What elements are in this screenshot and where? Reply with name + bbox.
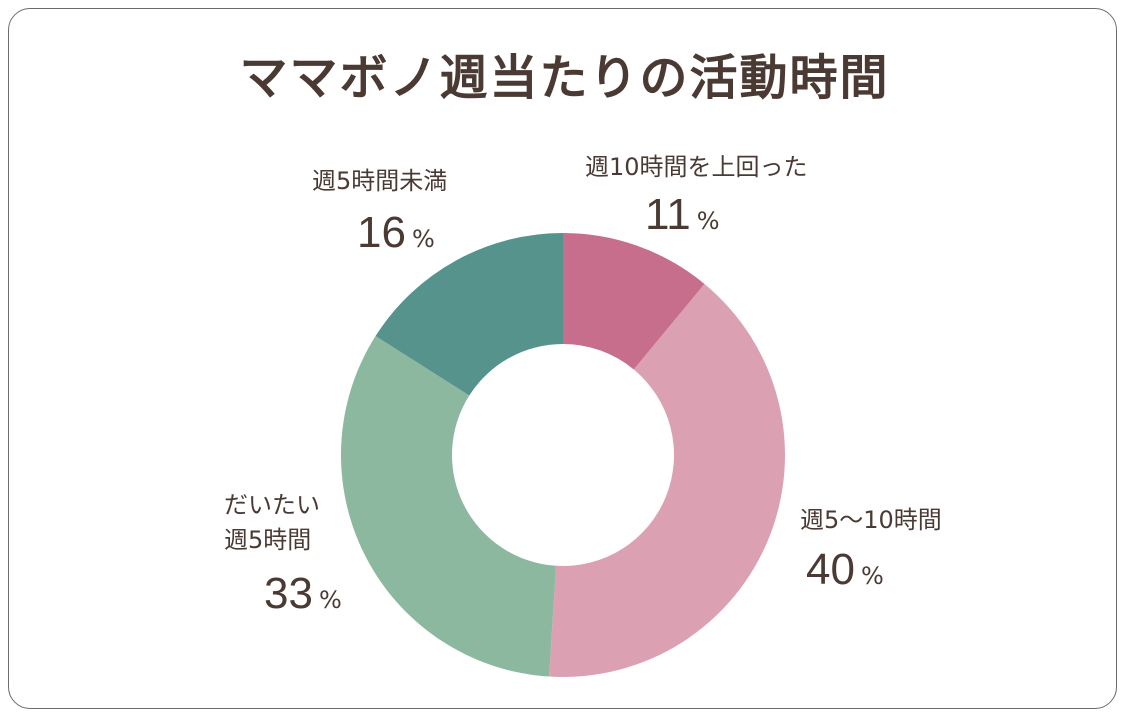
slice-over-10h [563,233,705,370]
percent-unit: % [411,224,435,253]
slice-label-text: 週5時間 [224,525,312,554]
percent-unit: % [318,585,342,614]
slice-label-text: 週5〜10時間 [800,506,942,534]
percent-value: 33 [264,568,313,618]
percent-value: 11 [645,189,691,239]
slice-label-over-10h: 週10時間を上回った 11% [585,150,808,237]
slice-about-5h [341,336,557,677]
slice-percent: 40% [806,544,942,594]
slice-label-5-to-10h: 週5〜10時間 40% [800,503,942,592]
slice-label-text: だいたい [224,491,320,519]
percent-value: 40 [806,544,855,594]
slice-label-text: 週5時間未満 [312,167,448,195]
slice-under-5h [375,233,563,396]
percent-unit: % [860,561,884,590]
slice-label-under-5h: 週5時間未満 16% [312,164,447,255]
slice-label-about-5h: だいたい 週5時間 33% [224,488,342,616]
slice-percent: 16% [357,207,447,257]
percent-unit: % [696,206,720,235]
chart-title: ママボノ週当たりの活動時間 [239,50,890,106]
percent-value: 16 [357,207,406,257]
slice-5-to-10h [549,283,786,677]
slice-percent: 11% [645,189,808,239]
slice-label-text: 週10時間を上回った [585,153,808,181]
slice-percent: 33% [264,568,342,618]
